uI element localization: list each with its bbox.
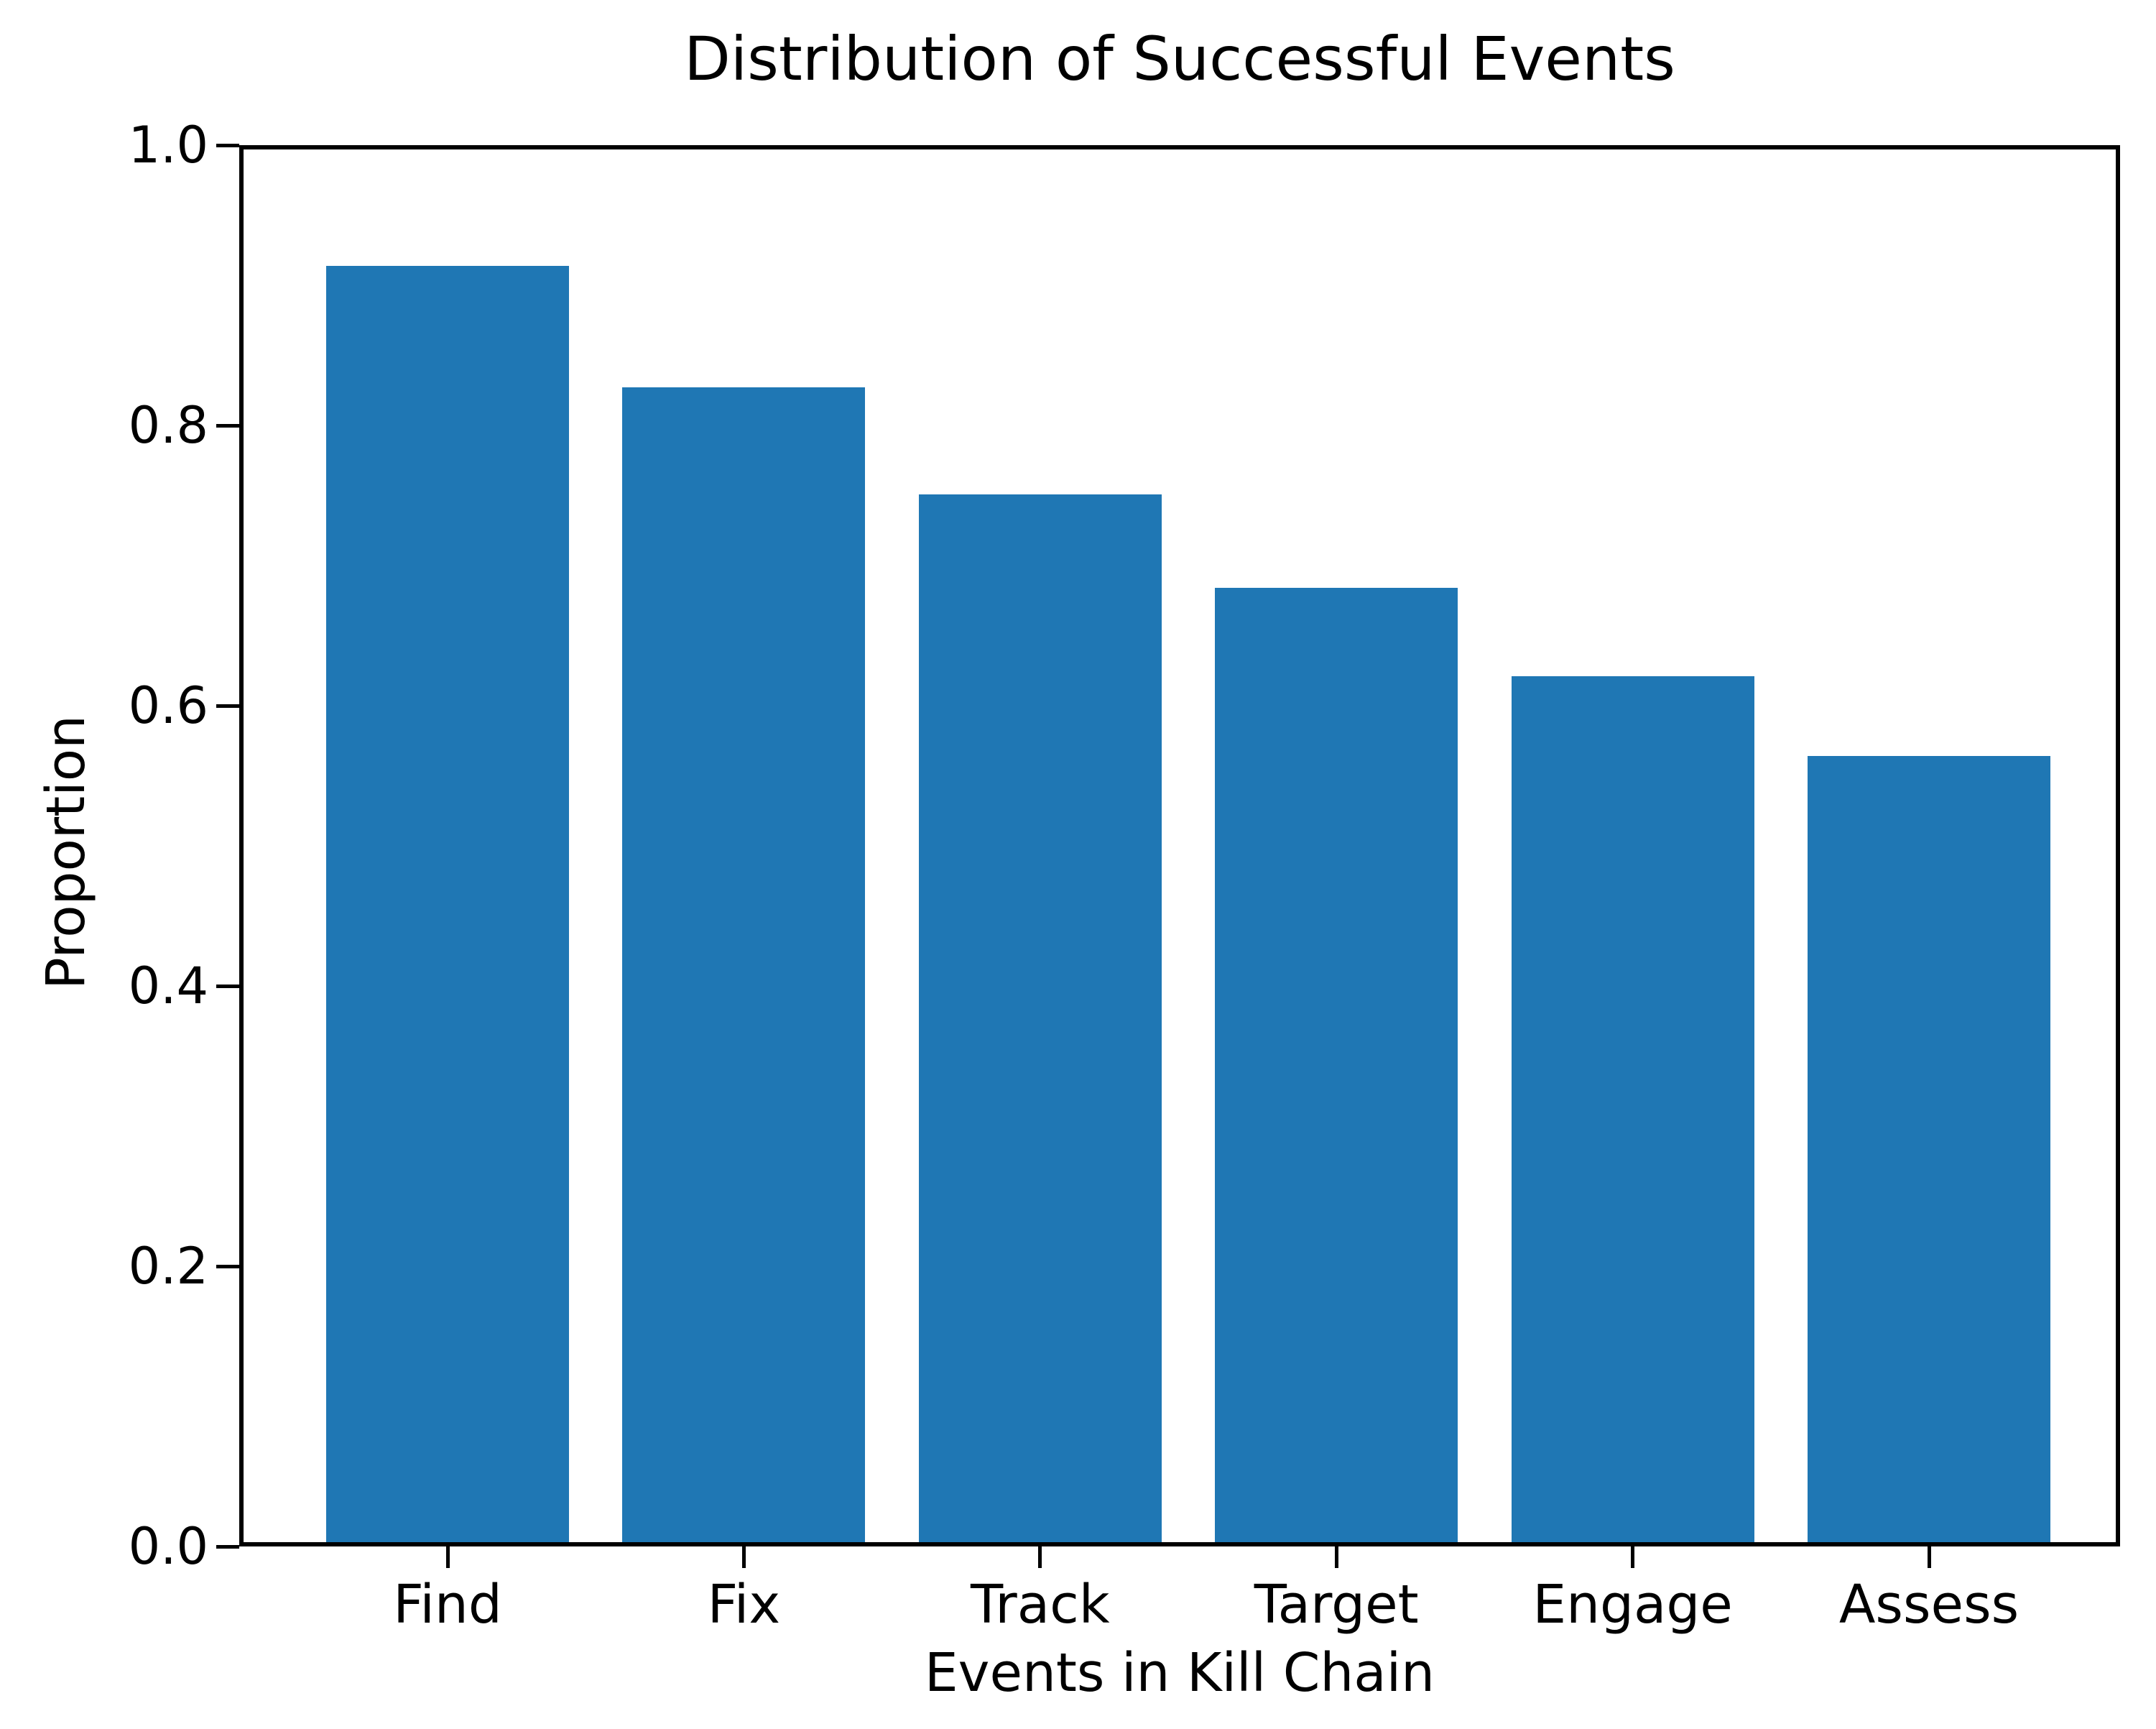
x-tick-label: Track [970,1574,1110,1636]
y-tick-mark [216,1264,239,1268]
x-tick-label: Fix [707,1574,781,1636]
x-tick-mark [1631,1546,1635,1568]
x-tick-mark [1927,1546,1931,1568]
y-tick-label: 0.2 [128,1237,208,1296]
y-tick-mark [216,704,239,708]
bar-fix [622,387,866,1546]
x-tick-label: Find [393,1574,502,1636]
x-tick-mark [445,1546,450,1568]
y-axis-label: Proportion [35,715,97,990]
x-tick-mark [741,1546,746,1568]
y-tick-label: 0.0 [128,1517,208,1576]
x-tick-label: Target [1254,1574,1419,1636]
x-tick-mark [1038,1546,1042,1568]
y-tick-mark [216,143,239,147]
y-tick-label: 0.6 [128,676,208,735]
plot-area [239,145,2120,1546]
x-tick-label: Assess [1838,1574,2019,1636]
x-tick-mark [1334,1546,1338,1568]
bar-engage [1511,676,1754,1546]
bar-find [326,265,569,1546]
x-axis-label: Events in Kill Chain [924,1642,1435,1704]
y-tick-mark [216,1544,239,1549]
y-tick-mark [216,984,239,988]
bar-target [1215,588,1458,1546]
y-tick-label: 0.4 [128,956,208,1015]
bar-track [918,494,1162,1546]
chart-title: Distribution of Successful Events [684,24,1675,94]
y-tick-label: 1.0 [128,116,208,175]
x-tick-label: Engage [1532,1574,1733,1636]
bar-assess [1808,756,2050,1546]
y-tick-label: 0.8 [128,396,208,455]
y-tick-mark [216,423,239,428]
